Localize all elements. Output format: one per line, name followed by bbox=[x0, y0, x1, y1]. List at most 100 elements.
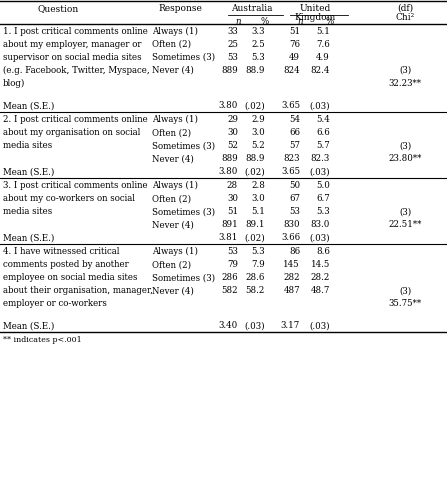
Text: Never (4): Never (4) bbox=[152, 154, 194, 163]
Text: 49: 49 bbox=[289, 53, 300, 62]
Text: (3): (3) bbox=[399, 141, 411, 150]
Text: 487: 487 bbox=[283, 286, 300, 295]
Text: 57: 57 bbox=[289, 141, 300, 150]
Text: (.02): (.02) bbox=[244, 233, 265, 242]
Text: Always (1): Always (1) bbox=[152, 247, 198, 256]
Text: 3.40: 3.40 bbox=[219, 321, 238, 330]
Text: 8.6: 8.6 bbox=[316, 247, 330, 256]
Text: 5.1: 5.1 bbox=[251, 207, 265, 216]
Text: Mean (S.E.): Mean (S.E.) bbox=[3, 233, 55, 242]
Text: Chi²: Chi² bbox=[396, 13, 415, 22]
Text: Sometimes (3): Sometimes (3) bbox=[152, 273, 215, 282]
Text: 3.65: 3.65 bbox=[281, 101, 300, 110]
Text: 5.1: 5.1 bbox=[316, 27, 330, 36]
Text: 66: 66 bbox=[289, 128, 300, 137]
Text: 2.9: 2.9 bbox=[251, 115, 265, 124]
Text: United: United bbox=[299, 4, 331, 13]
Text: 2.8: 2.8 bbox=[251, 181, 265, 190]
Text: 5.2: 5.2 bbox=[251, 141, 265, 150]
Text: n: n bbox=[235, 17, 241, 26]
Text: 88.9: 88.9 bbox=[245, 154, 265, 163]
Text: Never (4): Never (4) bbox=[152, 220, 194, 229]
Text: %: % bbox=[261, 17, 269, 26]
Text: Mean (S.E.): Mean (S.E.) bbox=[3, 101, 55, 110]
Text: 52: 52 bbox=[227, 141, 238, 150]
Text: 83.0: 83.0 bbox=[311, 220, 330, 229]
Text: Always (1): Always (1) bbox=[152, 27, 198, 36]
Text: 25: 25 bbox=[227, 40, 238, 49]
Text: 2. I post critical comments online: 2. I post critical comments online bbox=[3, 115, 148, 124]
Text: 33: 33 bbox=[227, 27, 238, 36]
Text: 28.2: 28.2 bbox=[311, 273, 330, 282]
Text: about my co-workers on social: about my co-workers on social bbox=[3, 194, 135, 203]
Text: 82.3: 82.3 bbox=[311, 154, 330, 163]
Text: %: % bbox=[326, 17, 334, 26]
Text: 3.65: 3.65 bbox=[281, 167, 300, 176]
Text: 823: 823 bbox=[283, 154, 300, 163]
Text: 3. I post critical comments online: 3. I post critical comments online bbox=[3, 181, 148, 190]
Text: Question: Question bbox=[38, 4, 79, 13]
Text: Often (2): Often (2) bbox=[152, 260, 191, 269]
Text: 88.9: 88.9 bbox=[245, 66, 265, 75]
Text: (.02): (.02) bbox=[244, 101, 265, 110]
Text: 23.80**: 23.80** bbox=[388, 154, 422, 163]
Text: (.03): (.03) bbox=[309, 167, 330, 176]
Text: media sites: media sites bbox=[3, 207, 52, 216]
Text: 5.3: 5.3 bbox=[316, 207, 330, 216]
Text: Sometimes (3): Sometimes (3) bbox=[152, 141, 215, 150]
Text: 30: 30 bbox=[227, 194, 238, 203]
Text: (3): (3) bbox=[399, 286, 411, 295]
Text: 28.6: 28.6 bbox=[245, 273, 265, 282]
Text: 4.9: 4.9 bbox=[316, 53, 330, 62]
Text: 58.2: 58.2 bbox=[245, 286, 265, 295]
Text: Always (1): Always (1) bbox=[152, 115, 198, 124]
Text: 82.4: 82.4 bbox=[311, 66, 330, 75]
Text: 582: 582 bbox=[221, 286, 238, 295]
Text: 3.0: 3.0 bbox=[251, 128, 265, 137]
Text: employee on social media sites: employee on social media sites bbox=[3, 273, 138, 282]
Text: 89.1: 89.1 bbox=[245, 220, 265, 229]
Text: Never (4): Never (4) bbox=[152, 66, 194, 75]
Text: 7.6: 7.6 bbox=[316, 40, 330, 49]
Text: 76: 76 bbox=[289, 40, 300, 49]
Text: 4. I have witnessed critical: 4. I have witnessed critical bbox=[3, 247, 119, 256]
Text: employer or co-workers: employer or co-workers bbox=[3, 299, 107, 308]
Text: 282: 282 bbox=[283, 273, 300, 282]
Text: 67: 67 bbox=[289, 194, 300, 203]
Text: (.03): (.03) bbox=[309, 101, 330, 110]
Text: 2.5: 2.5 bbox=[251, 40, 265, 49]
Text: 54: 54 bbox=[289, 115, 300, 124]
Text: (df): (df) bbox=[397, 4, 413, 13]
Text: 145: 145 bbox=[283, 260, 300, 269]
Text: Never (4): Never (4) bbox=[152, 286, 194, 295]
Text: 53: 53 bbox=[227, 53, 238, 62]
Text: 30: 30 bbox=[227, 128, 238, 137]
Text: Australia: Australia bbox=[231, 4, 272, 13]
Text: about their organisation, manager,: about their organisation, manager, bbox=[3, 286, 153, 295]
Text: 29: 29 bbox=[227, 115, 238, 124]
Text: 889: 889 bbox=[221, 154, 238, 163]
Text: (.03): (.03) bbox=[309, 321, 330, 330]
Text: 79: 79 bbox=[227, 260, 238, 269]
Text: n: n bbox=[297, 17, 303, 26]
Text: 35.75**: 35.75** bbox=[388, 299, 422, 308]
Text: 3.3: 3.3 bbox=[252, 27, 265, 36]
Text: (.02): (.02) bbox=[244, 167, 265, 176]
Text: Response: Response bbox=[158, 4, 202, 13]
Text: (.03): (.03) bbox=[309, 233, 330, 242]
Text: 53: 53 bbox=[227, 247, 238, 256]
Text: blog): blog) bbox=[3, 79, 25, 88]
Text: 824: 824 bbox=[283, 66, 300, 75]
Text: ** indicates p<.001: ** indicates p<.001 bbox=[3, 336, 82, 344]
Text: 28: 28 bbox=[227, 181, 238, 190]
Text: 5.3: 5.3 bbox=[251, 247, 265, 256]
Text: (3): (3) bbox=[399, 207, 411, 216]
Text: 891: 891 bbox=[221, 220, 238, 229]
Text: 86: 86 bbox=[289, 247, 300, 256]
Text: 3.81: 3.81 bbox=[219, 233, 238, 242]
Text: (e.g. Facebook, Twitter, Myspace,: (e.g. Facebook, Twitter, Myspace, bbox=[3, 66, 150, 75]
Text: 32.23**: 32.23** bbox=[388, 79, 422, 88]
Text: 7.9: 7.9 bbox=[251, 260, 265, 269]
Text: about my organisation on social: about my organisation on social bbox=[3, 128, 140, 137]
Text: Often (2): Often (2) bbox=[152, 128, 191, 137]
